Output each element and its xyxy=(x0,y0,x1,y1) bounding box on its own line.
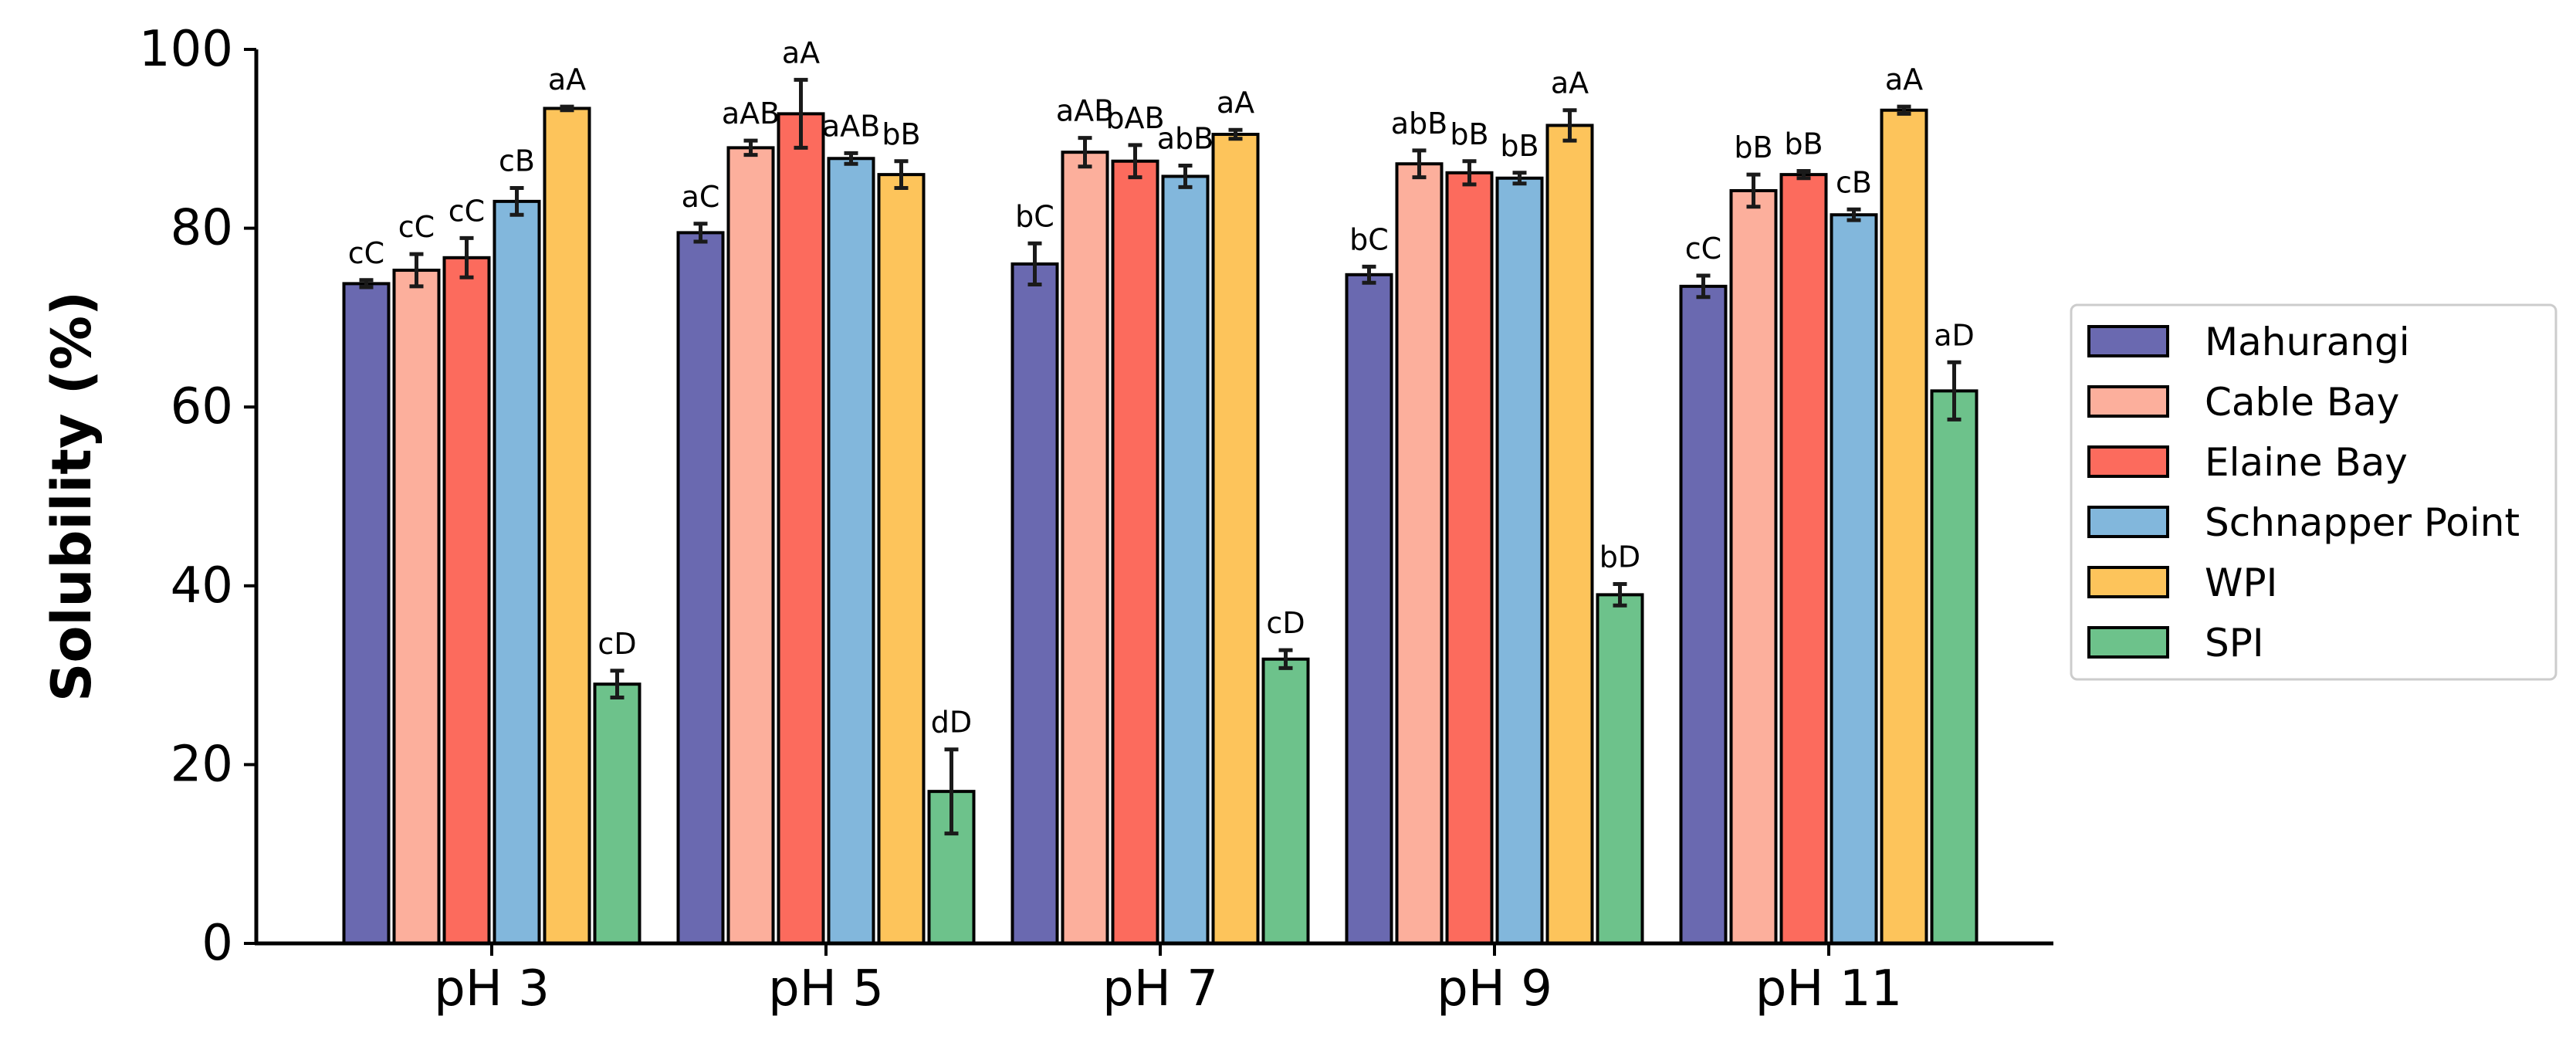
bar xyxy=(593,682,641,945)
bar xyxy=(1445,171,1494,945)
legend-label: SPI xyxy=(2205,621,2264,665)
legend-label: Cable Bay xyxy=(2205,380,2399,425)
x-tick-label: pH 7 xyxy=(1102,960,1218,1018)
significance-label: abB xyxy=(1157,122,1214,156)
bar xyxy=(1545,124,1594,945)
bar xyxy=(1779,173,1828,945)
significance-label: aC xyxy=(682,180,720,214)
y-tick-label: 60 xyxy=(171,378,233,435)
bar xyxy=(1830,213,1878,946)
bar xyxy=(1010,262,1059,946)
bar xyxy=(493,199,541,945)
significance-label: cD xyxy=(597,627,636,661)
y-tick-label: 100 xyxy=(139,21,233,78)
axes-layer xyxy=(254,49,2053,946)
significance-label: cC xyxy=(348,236,384,270)
legend-label: Schnapper Point xyxy=(2205,500,2520,545)
significance-label: bAB xyxy=(1105,101,1164,135)
bar xyxy=(342,282,391,945)
bar xyxy=(1395,162,1444,945)
legend-swatch xyxy=(2087,566,2169,598)
bar xyxy=(827,157,875,945)
significance-label: bB xyxy=(1450,117,1488,151)
y-tick-label: 0 xyxy=(201,915,233,972)
significance-label: cC xyxy=(1685,232,1721,266)
bar xyxy=(392,269,441,945)
x-tick-label: pH 5 xyxy=(768,960,884,1018)
legend-swatch xyxy=(2087,506,2169,538)
bar xyxy=(1345,273,1393,946)
significance-label: aD xyxy=(1934,318,1975,352)
bar xyxy=(1679,284,1728,945)
bar xyxy=(1061,151,1109,945)
significance-label: aA xyxy=(1885,63,1923,97)
legend-frame xyxy=(2070,303,2557,681)
legend-swatch xyxy=(2087,385,2169,418)
significance-label: aAB xyxy=(822,109,880,143)
ticks-layer: 0 20 40 60 80 100 pH 3 pH 5 pH 7 pH 9 pH 11 xyxy=(139,21,1902,1018)
bar xyxy=(1261,657,1310,945)
bar xyxy=(1930,389,1979,945)
significance-label: cB xyxy=(1836,165,1872,199)
y-axis-label: Solubility (%) xyxy=(40,291,103,702)
bar xyxy=(1495,176,1544,945)
significance-label: aA xyxy=(782,36,820,69)
bar xyxy=(1729,188,1778,946)
x-tick-label: pH 9 xyxy=(1437,960,1552,1018)
legend: Mahurangi Cable Bay Elaine Bay Schnapper Po… xyxy=(2070,303,2557,681)
bar xyxy=(1211,133,1260,945)
significance-label: cC xyxy=(398,210,435,244)
x-tick-label: pH 3 xyxy=(434,960,550,1018)
legend-swatch xyxy=(2087,325,2169,357)
significance-label: bB xyxy=(1784,127,1823,161)
y-tick-label: 80 xyxy=(171,200,233,257)
bar xyxy=(1596,593,1644,945)
significance-label: aA xyxy=(1217,86,1254,120)
bar xyxy=(1880,108,1928,945)
significance-label: abB xyxy=(1391,107,1447,141)
significance-label: bC xyxy=(1015,199,1054,233)
legend-label: Mahurangi xyxy=(2205,320,2410,364)
significance-label: cD xyxy=(1266,606,1305,640)
significance-label: aA xyxy=(1551,66,1589,100)
bar xyxy=(1111,159,1159,945)
y-tick-label: 40 xyxy=(171,557,233,615)
legend-swatch xyxy=(2087,626,2169,659)
significance-label: cC xyxy=(449,194,485,228)
significance-label: aAB xyxy=(722,97,780,130)
significance-label: bB xyxy=(882,117,920,151)
significance-label: aAB xyxy=(1056,94,1114,128)
significance-label: aA xyxy=(548,63,586,97)
bar xyxy=(777,112,825,946)
significance-label: bB xyxy=(1500,129,1538,163)
bar xyxy=(877,173,926,945)
legend-swatch xyxy=(2087,445,2169,478)
significance-label: bC xyxy=(1349,222,1389,256)
x-tick-label: pH 11 xyxy=(1755,960,1903,1018)
bar xyxy=(726,146,775,945)
legend-label: WPI xyxy=(2205,560,2277,605)
significance-label: bB xyxy=(1734,130,1772,164)
bar xyxy=(676,231,725,945)
bar xyxy=(1161,174,1210,946)
legend-label: Elaine Bay xyxy=(2205,440,2408,485)
y-tick-label: 20 xyxy=(171,736,233,793)
significance-label: dD xyxy=(931,706,972,740)
bar xyxy=(442,256,491,945)
significance-label: bD xyxy=(1599,540,1640,574)
bar xyxy=(543,107,591,946)
significance-label: cB xyxy=(499,144,535,178)
